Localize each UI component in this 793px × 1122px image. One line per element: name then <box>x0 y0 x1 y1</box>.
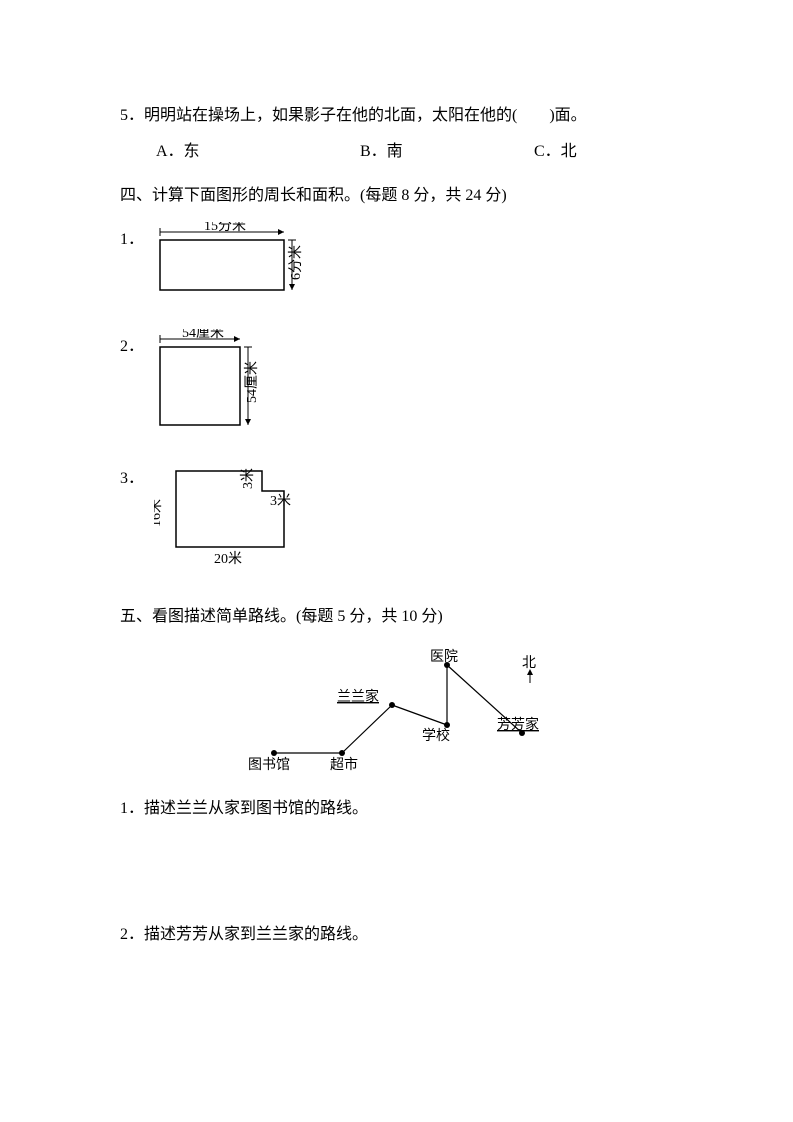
section4-item-3: 3． 16米 20米 3米 3米 <box>120 461 683 583</box>
map-library-label: 图书馆 <box>248 757 290 773</box>
figure-rect1: 15分米 6分米 <box>154 222 314 309</box>
section5-header: 五、看图描述简单路线。(每题 5 分，共 10 分) <box>120 601 683 633</box>
figure-square: 54厘米 54厘米 <box>154 329 294 441</box>
q5-text: 明明站在操场上，如果影子在他的北面，太阳在他的( )面。 <box>144 107 587 124</box>
map-school-label: 学校 <box>422 727 450 744</box>
q5-row: 5．明明站在操场上，如果影子在他的北面，太阳在他的( )面。 <box>120 100 683 132</box>
section5-sub2-num: 2． <box>120 926 144 943</box>
section4-item-3-num: 3． <box>120 461 144 495</box>
lshape-notch-side-label: 3米 <box>270 493 291 509</box>
section4-item-1-num: 1． <box>120 222 144 256</box>
section4-item-2-num: 2． <box>120 329 144 363</box>
figure-lshape: 16米 20米 3米 3米 <box>154 461 324 583</box>
lshape-notch-top-label: 3米 <box>240 468 256 489</box>
section5-sub2: 2．描述芳芳从家到兰兰家的路线。 <box>120 919 683 951</box>
section5-sub1: 1．描述兰兰从家到图书馆的路线。 <box>120 793 683 825</box>
map-market-label: 超市 <box>330 756 358 773</box>
q5-options: A．东 B．南 C．北 <box>120 136 683 168</box>
q5-option-a: A．东 <box>156 136 356 168</box>
section5-sub2-text: 描述芳芳从家到兰兰家的路线。 <box>144 926 368 943</box>
map-lanlan-label: 兰兰家 <box>337 688 379 705</box>
rect1-top-label: 15分米 <box>204 222 246 234</box>
map-fangfang-label: 芳芳家 <box>497 716 539 733</box>
section4-item-2: 2． 54厘米 54厘米 <box>120 329 683 441</box>
lshape-bottom-label: 20米 <box>214 551 242 567</box>
lshape-left-label: 16米 <box>154 499 164 527</box>
section4-item-1: 1． 15分米 6分米 <box>120 222 683 309</box>
map-north-label: 北 <box>522 655 536 671</box>
square-right-label: 54厘米 <box>244 361 260 403</box>
section5-sub1-text: 描述兰兰从家到图书馆的路线。 <box>144 800 368 817</box>
route-map: 医院 北 兰兰家 学校 芳芳家 图书馆 超市 <box>120 643 683 785</box>
rect1-right-label: 6分米 <box>288 245 304 280</box>
q5-option-c: C．北 <box>534 136 577 168</box>
answer-space-1 <box>120 829 683 919</box>
map-hospital-label: 医院 <box>430 649 458 665</box>
q5-num: 5． <box>120 107 144 124</box>
section5-sub1-num: 1． <box>120 800 144 817</box>
q5-option-b: B．南 <box>360 136 530 168</box>
square-top-label: 54厘米 <box>182 329 224 341</box>
section4-header: 四、计算下面图形的周长和面积。(每题 8 分，共 24 分) <box>120 180 683 212</box>
